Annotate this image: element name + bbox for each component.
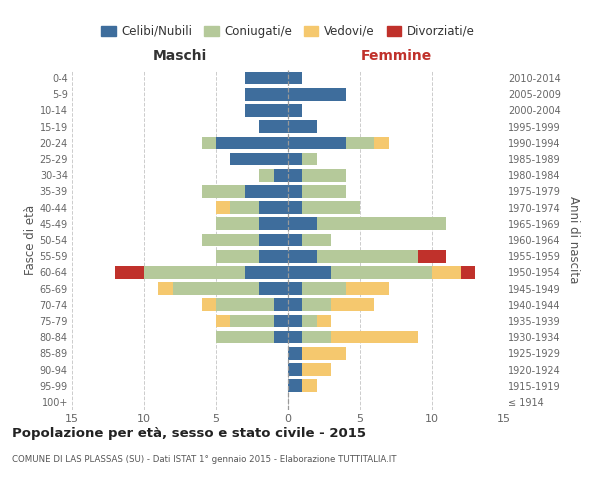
Bar	[346, 282, 389, 295]
Bar	[432, 266, 461, 278]
Text: COMUNE DI LAS PLASSAS (SU) - Dati ISTAT 1° gennaio 2015 - Elaborazione TUTTITALI: COMUNE DI LAS PLASSAS (SU) - Dati ISTAT …	[12, 455, 397, 464]
Bar	[115, 266, 144, 278]
Bar	[288, 104, 302, 117]
Text: Popolazione per età, sesso e stato civile - 2015: Popolazione per età, sesso e stato civil…	[12, 428, 366, 440]
Bar	[202, 136, 216, 149]
Bar	[230, 152, 288, 166]
Bar	[288, 380, 302, 392]
Bar	[288, 185, 302, 198]
Bar	[158, 282, 173, 295]
Bar	[288, 72, 302, 85]
Bar	[346, 136, 374, 149]
Bar	[259, 218, 288, 230]
Text: Maschi: Maschi	[153, 49, 207, 63]
Bar	[245, 88, 288, 101]
Legend: Celibi/Nubili, Coniugati/e, Vedovi/e, Divorziati/e: Celibi/Nubili, Coniugati/e, Vedovi/e, Di…	[101, 25, 475, 38]
Bar	[288, 331, 302, 344]
Bar	[288, 234, 302, 246]
Bar	[288, 202, 302, 214]
Bar	[216, 331, 274, 344]
Bar	[259, 282, 288, 295]
Bar	[302, 185, 346, 198]
Bar	[331, 266, 432, 278]
Bar	[274, 298, 288, 311]
Bar	[216, 202, 230, 214]
Bar	[302, 298, 331, 311]
Bar	[216, 136, 288, 149]
Bar	[302, 202, 360, 214]
Bar	[259, 234, 288, 246]
Bar	[288, 250, 317, 262]
Bar	[302, 152, 317, 166]
Bar	[418, 250, 446, 262]
Bar	[302, 331, 331, 344]
Y-axis label: Anni di nascita: Anni di nascita	[568, 196, 580, 284]
Bar	[288, 218, 317, 230]
Bar	[317, 218, 446, 230]
Bar	[302, 314, 317, 328]
Bar	[288, 136, 346, 149]
Bar	[230, 314, 274, 328]
Bar	[216, 314, 230, 328]
Bar	[288, 266, 331, 278]
Bar	[288, 152, 302, 166]
Bar	[259, 250, 288, 262]
Bar	[302, 169, 346, 181]
Bar	[216, 250, 259, 262]
Bar	[288, 169, 302, 181]
Bar	[461, 266, 475, 278]
Bar	[302, 363, 331, 376]
Y-axis label: Fasce di età: Fasce di età	[23, 205, 37, 275]
Bar	[245, 104, 288, 117]
Bar	[216, 298, 274, 311]
Bar	[144, 266, 245, 278]
Bar	[274, 314, 288, 328]
Text: Femmine: Femmine	[361, 49, 431, 63]
Bar	[259, 202, 288, 214]
Bar	[259, 120, 288, 133]
Bar	[302, 380, 317, 392]
Bar	[245, 72, 288, 85]
Bar	[288, 120, 317, 133]
Bar	[317, 314, 331, 328]
Bar	[288, 88, 346, 101]
Bar	[288, 298, 302, 311]
Bar	[230, 202, 259, 214]
Bar	[288, 347, 302, 360]
Bar	[202, 185, 245, 198]
Bar	[288, 363, 302, 376]
Bar	[374, 136, 389, 149]
Bar	[216, 218, 259, 230]
Bar	[202, 298, 216, 311]
Bar	[302, 347, 346, 360]
Bar	[245, 185, 288, 198]
Bar	[274, 331, 288, 344]
Bar	[245, 266, 288, 278]
Bar	[302, 234, 331, 246]
Bar	[173, 282, 259, 295]
Bar	[317, 250, 418, 262]
Bar	[331, 331, 418, 344]
Bar	[288, 282, 302, 295]
Bar	[302, 282, 346, 295]
Bar	[288, 314, 302, 328]
Bar	[274, 169, 288, 181]
Bar	[259, 169, 274, 181]
Bar	[202, 234, 259, 246]
Bar	[331, 298, 374, 311]
